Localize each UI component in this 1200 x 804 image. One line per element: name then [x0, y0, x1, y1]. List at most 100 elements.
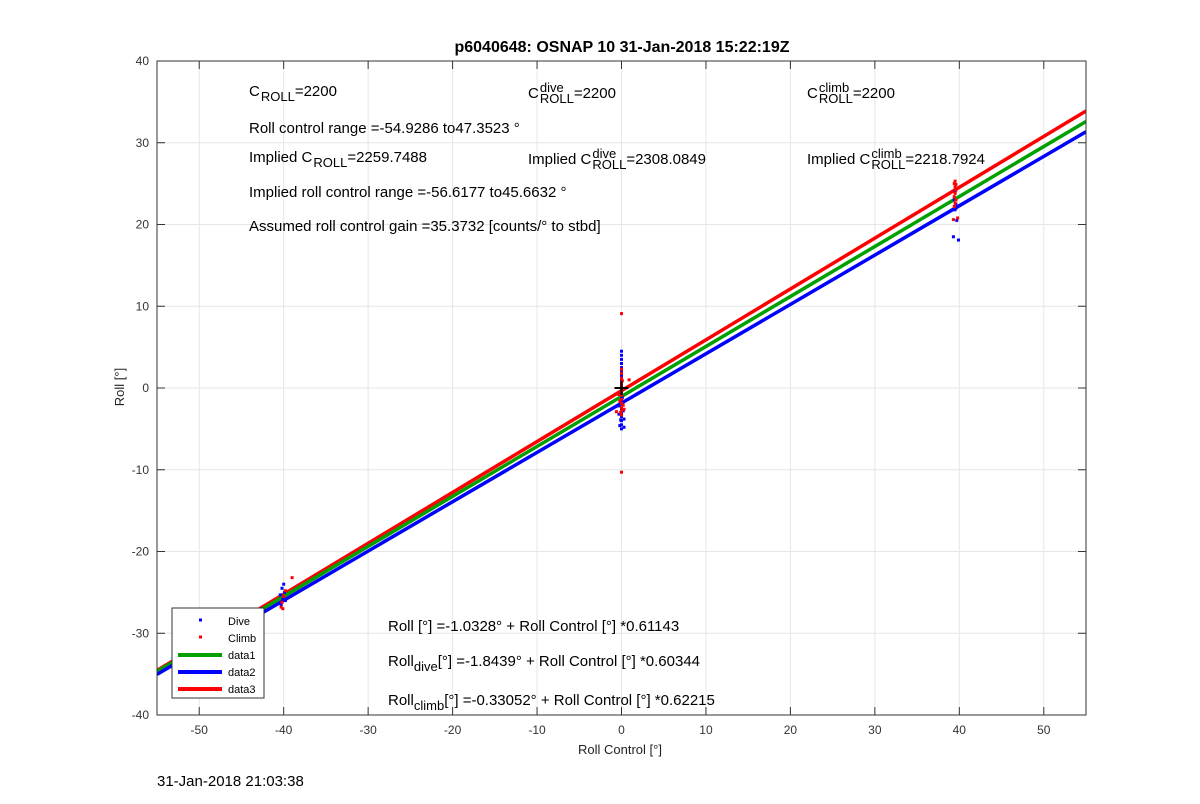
implied-c-roll-annotation-value: =2259.7488: [347, 149, 427, 166]
point-climb: [620, 413, 623, 417]
center-cross-marker: [614, 381, 629, 395]
point-dive: [954, 206, 958, 210]
point-climb: [954, 188, 958, 192]
point-climb: [952, 195, 956, 199]
point-dive: [283, 590, 287, 594]
implied-range-annotation-part: Implied roll control range =-56.6177 to4…: [249, 184, 566, 201]
assumed-gain-annotation-part: Assumed roll control gain =35.3732 [coun…: [249, 218, 601, 235]
c-roll-climb-annotation-value: =2200: [853, 85, 895, 102]
x-tick-label: 20: [784, 723, 798, 737]
point-dive: [280, 586, 284, 590]
fit-dive-equation-value-part: [°] =-1.8439° + Roll Control [°] *0.6034…: [438, 653, 700, 670]
point-climb: [618, 399, 622, 403]
axes: [156, 60, 1087, 716]
implied-range-annotation: Implied roll control range =-56.6177 to4…: [249, 184, 566, 201]
point-dive: [618, 424, 622, 428]
fit-climb-equation-sub-part: climb: [414, 698, 444, 713]
c-roll-annotation-value-part: =2200: [295, 83, 337, 100]
c-roll-annotation-part: C: [249, 83, 260, 100]
point-climb: [620, 379, 624, 383]
point-dive: [282, 582, 286, 586]
point-dive: [621, 409, 625, 413]
implied-c-roll-dive-annotation: Implied C: [528, 151, 592, 168]
c-roll-dive-annotation-value-part: =2200: [574, 85, 616, 102]
y-tick-label: -20: [132, 545, 150, 559]
point-dive: [620, 374, 623, 378]
point-dive: [620, 361, 623, 365]
c-roll-dive-annotation-value: =2200: [574, 85, 616, 102]
c-roll-climb-annotation-part: C: [807, 85, 818, 102]
c-roll-dive-annotation-sup-part: dive: [540, 80, 564, 95]
fit-climb-equation: Roll: [388, 692, 414, 709]
implied-c-roll-climb-annotation-sup-part: climb: [871, 146, 901, 161]
c-roll-climb-annotation: C: [807, 85, 818, 102]
implied-c-roll-dive-annotation-sub: ROLL: [592, 157, 626, 172]
point-climb: [951, 218, 955, 222]
point-dive: [620, 353, 623, 357]
c-roll-dive-annotation-sub: ROLL: [540, 91, 574, 106]
point-dive: [951, 235, 955, 239]
point-climb: [952, 205, 956, 209]
point-climb: [620, 409, 623, 413]
point-climb: [280, 600, 284, 604]
implied-c-roll-climb-annotation-value: =2218.7924: [905, 151, 985, 168]
point-dive: [620, 370, 623, 374]
y-tick-label: 10: [136, 299, 150, 313]
point-dive: [620, 396, 624, 400]
y-axis-label: Roll [°]: [112, 368, 127, 406]
point-dive: [956, 238, 960, 242]
fit-all-equation-part: Roll [°] =-1.0328° + Roll Control [°] *0…: [388, 618, 679, 635]
implied-c-roll-annotation-value-part: =2259.7488: [347, 149, 427, 166]
implied-c-roll-climb-annotation-sup: climb: [871, 146, 901, 161]
y-tick-label: 30: [136, 136, 150, 150]
x-tick-label: -10: [528, 723, 546, 737]
fit-dive-equation-sub-part: dive: [414, 659, 438, 674]
c-roll-annotation-sub: ROLL: [261, 89, 295, 104]
point-dive: [953, 208, 957, 212]
legend: Dive Climb data1 data2 data3: [171, 607, 265, 699]
x-tick-label: 10: [699, 723, 713, 737]
point-climb: [620, 406, 623, 410]
point-climb: [952, 182, 956, 186]
y-tick-label: -30: [132, 626, 150, 640]
implied-c-roll-annotation: Implied C: [249, 149, 313, 166]
implied-c-roll-climb-annotation-sub: ROLL: [871, 157, 905, 172]
y-tick-label: -10: [132, 463, 150, 477]
c-roll-dive-annotation-sub-part: ROLL: [540, 91, 574, 106]
point-dive: [619, 418, 623, 422]
x-tick-label: 50: [1037, 723, 1051, 737]
point-climb: [614, 410, 618, 414]
point-climb: [620, 397, 623, 401]
implied-c-roll-climb-annotation: Implied C: [807, 151, 871, 168]
point-dive: [281, 597, 285, 601]
assumed-gain-annotation: Assumed roll control gain =35.3732 [coun…: [249, 218, 601, 235]
point-dive: [620, 349, 623, 353]
point-climb: [290, 576, 294, 580]
point-climb: [620, 367, 623, 371]
y-tick-label: 40: [136, 54, 150, 68]
x-tick-label: 30: [868, 723, 882, 737]
implied-c-roll-climb-annotation-value-part: =2218.7924: [905, 151, 985, 168]
legend-label: data1: [228, 650, 256, 662]
c-roll-climb-annotation-sup-part: climb: [819, 80, 849, 95]
point-dive: [622, 417, 626, 421]
implied-c-roll-annotation-sub-part: ROLL: [313, 155, 347, 170]
legend-label: data3: [228, 684, 256, 696]
fit-climb-equation-value-part: [°] =-0.33052° + Roll Control [°] *0.622…: [444, 692, 715, 709]
fit-dive-equation: Roll: [388, 653, 414, 670]
chart-title: p6040648: OSNAP 10 31-Jan-2018 15:22:19Z: [454, 39, 789, 56]
point-climb: [953, 185, 957, 189]
point-dive: [620, 427, 623, 431]
legend-marker-climb: [199, 635, 202, 639]
plot-frame: [156, 60, 1087, 716]
point-dive: [620, 415, 623, 419]
c-roll-climb-annotation-sub: ROLL: [819, 91, 853, 106]
roll-control-range-annotation-part: Roll control range =-54.9286 to47.3523 °: [249, 120, 520, 137]
x-tick-label: 40: [953, 723, 967, 737]
point-climb: [621, 403, 625, 407]
point-dive: [620, 357, 623, 361]
fit-climb-equation-sub: climb: [414, 698, 444, 713]
point-climb: [620, 393, 623, 397]
